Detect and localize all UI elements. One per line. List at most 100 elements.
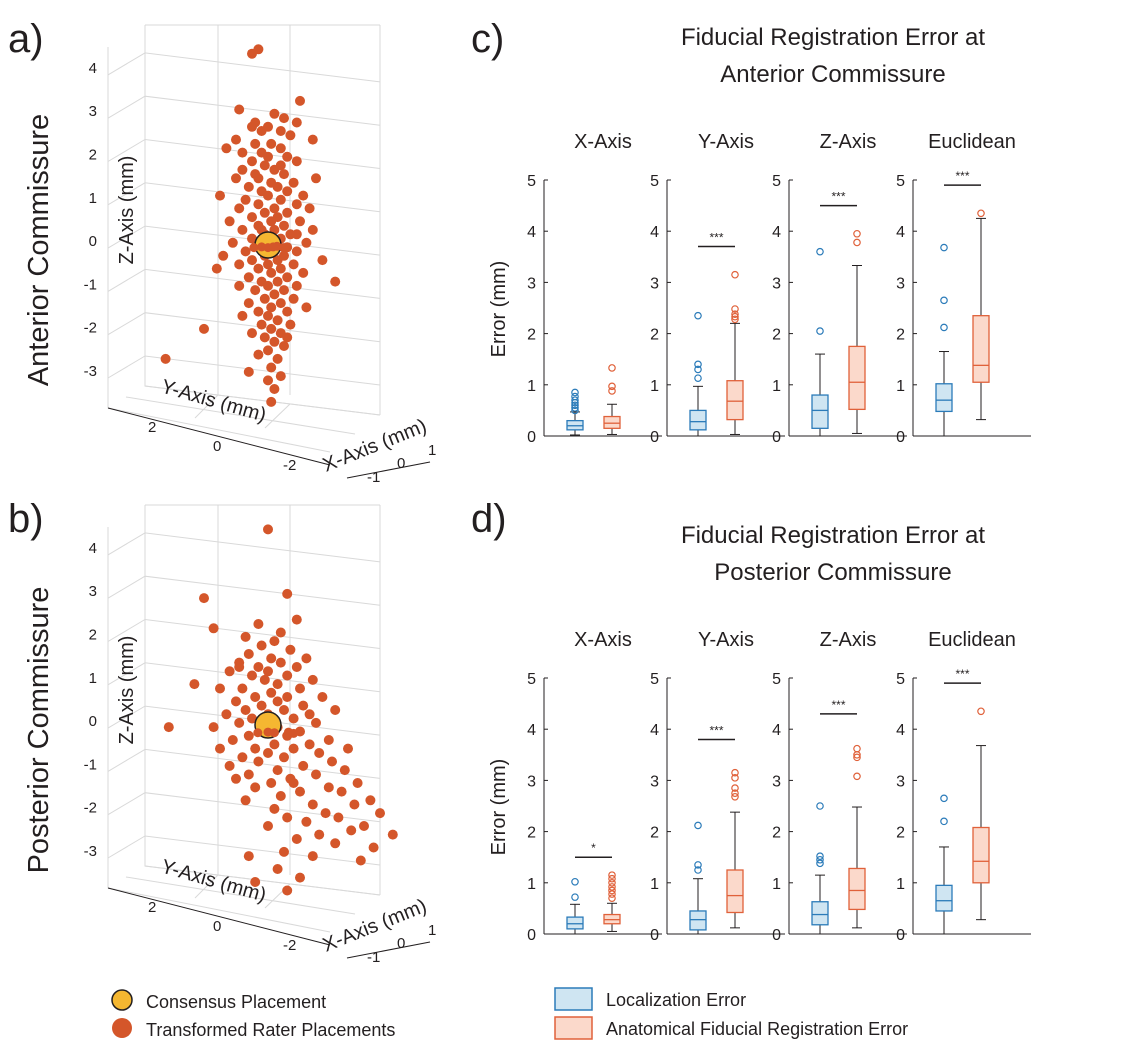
legend-rater-marker <box>112 1018 132 1038</box>
rater-point <box>266 778 277 788</box>
rater-point <box>240 705 251 715</box>
rater-point <box>275 657 286 668</box>
afre-outlier <box>853 229 861 238</box>
rater-point <box>234 259 245 270</box>
rater-point <box>291 117 302 128</box>
legend-loc-swatch <box>554 987 593 1011</box>
rater-point <box>285 644 296 655</box>
rater-point <box>250 877 261 887</box>
y-tick-label: 2 <box>650 825 659 842</box>
rater-point <box>250 138 261 149</box>
panel-title-line: Posterior Commissure <box>714 559 951 586</box>
rater-point <box>247 713 257 724</box>
y-tick-label: 4 <box>527 224 536 241</box>
rater-point <box>311 717 321 728</box>
panel-title-line: Fiducial Registration Error at <box>681 522 985 549</box>
rater-point <box>279 220 289 231</box>
loc-outlier <box>571 404 579 412</box>
loc-outlier <box>940 794 948 803</box>
rater-point <box>231 134 241 145</box>
rater-point <box>269 636 280 647</box>
afre-outlier <box>608 387 616 395</box>
rater-point <box>279 285 289 296</box>
rater-point <box>215 190 225 201</box>
rater-point <box>272 353 283 364</box>
afre-outlier <box>731 312 739 321</box>
rater-point <box>234 280 245 291</box>
rater-point <box>263 190 273 201</box>
y-tick-label: 2 <box>896 327 905 344</box>
rater-point <box>327 756 337 767</box>
rater-point <box>291 662 302 672</box>
rater-point-overlay <box>263 243 273 253</box>
afre-box <box>603 415 621 429</box>
rater-point <box>272 315 283 326</box>
floor-gridline <box>144 865 381 896</box>
y-tick-label: 1 <box>896 876 905 893</box>
z-gridline <box>107 95 381 126</box>
loc-outlier <box>694 821 702 830</box>
rater-point <box>285 130 296 141</box>
y-tick-label: 1 <box>772 378 781 395</box>
rater-point <box>298 267 309 278</box>
z-tick-label: -2 <box>84 320 97 337</box>
z-gridline <box>107 835 381 866</box>
rater-point <box>307 851 318 862</box>
rater-point <box>365 795 376 806</box>
rater-point <box>243 769 254 780</box>
rater-point <box>275 143 286 154</box>
y-tick-label: 5 <box>896 173 905 190</box>
afre-outlier <box>608 883 616 891</box>
rater-point <box>311 173 321 184</box>
rater-point <box>208 722 219 733</box>
significance-label: *** <box>831 190 845 204</box>
afre-outlier <box>608 886 616 895</box>
z-tick-label: 0 <box>89 713 97 730</box>
boxplot-posterior: Fiducial Registration Error at Posterior … <box>488 522 1031 944</box>
y-tick-label: 5 <box>527 173 536 190</box>
rater-point <box>253 263 264 274</box>
y-tick-label: 0 <box>213 918 221 935</box>
rater-point <box>199 593 209 604</box>
loc-outlier <box>940 243 948 252</box>
rater-point <box>237 752 248 763</box>
rater-point <box>253 619 264 629</box>
rater-point <box>307 799 318 810</box>
y-tick-label: 0 <box>772 429 781 446</box>
y-tick-label: 2 <box>527 825 536 842</box>
afre-outlier <box>731 310 739 318</box>
rater-point <box>272 181 283 192</box>
rater-point <box>259 160 270 171</box>
afre-outlier <box>977 707 985 716</box>
y-tick-label: 5 <box>772 173 781 190</box>
significance-label: *** <box>709 231 723 245</box>
loc-outlier <box>571 893 579 901</box>
z-gridline <box>107 268 381 299</box>
y-tick-label: 4 <box>650 722 659 739</box>
x-tick-label: 0 <box>397 935 405 952</box>
y-tick-label: 0 <box>650 927 659 944</box>
rater-point <box>272 765 283 776</box>
rater-point <box>263 748 273 758</box>
afre-outlier <box>608 894 616 902</box>
rater-point <box>269 803 280 814</box>
loc-box <box>935 884 953 912</box>
z-gridline <box>107 532 381 563</box>
x-tick-label: 1 <box>428 922 436 939</box>
loc-box <box>689 409 707 431</box>
afre-outlier <box>731 768 739 777</box>
afre-outlier <box>977 209 985 218</box>
rater-point <box>266 687 277 698</box>
z-tick-label: -3 <box>84 363 97 380</box>
z-gridline <box>107 138 381 169</box>
rater-point <box>352 778 363 788</box>
rater-point <box>272 864 283 874</box>
afre-outlier <box>731 784 739 792</box>
y-tick-label: 4 <box>896 722 905 739</box>
rater-point <box>272 696 283 707</box>
floor-gridline <box>144 385 381 416</box>
rater-point <box>234 662 245 672</box>
rater-point <box>266 323 277 334</box>
rater-point <box>282 692 293 702</box>
rater-point <box>272 276 283 287</box>
